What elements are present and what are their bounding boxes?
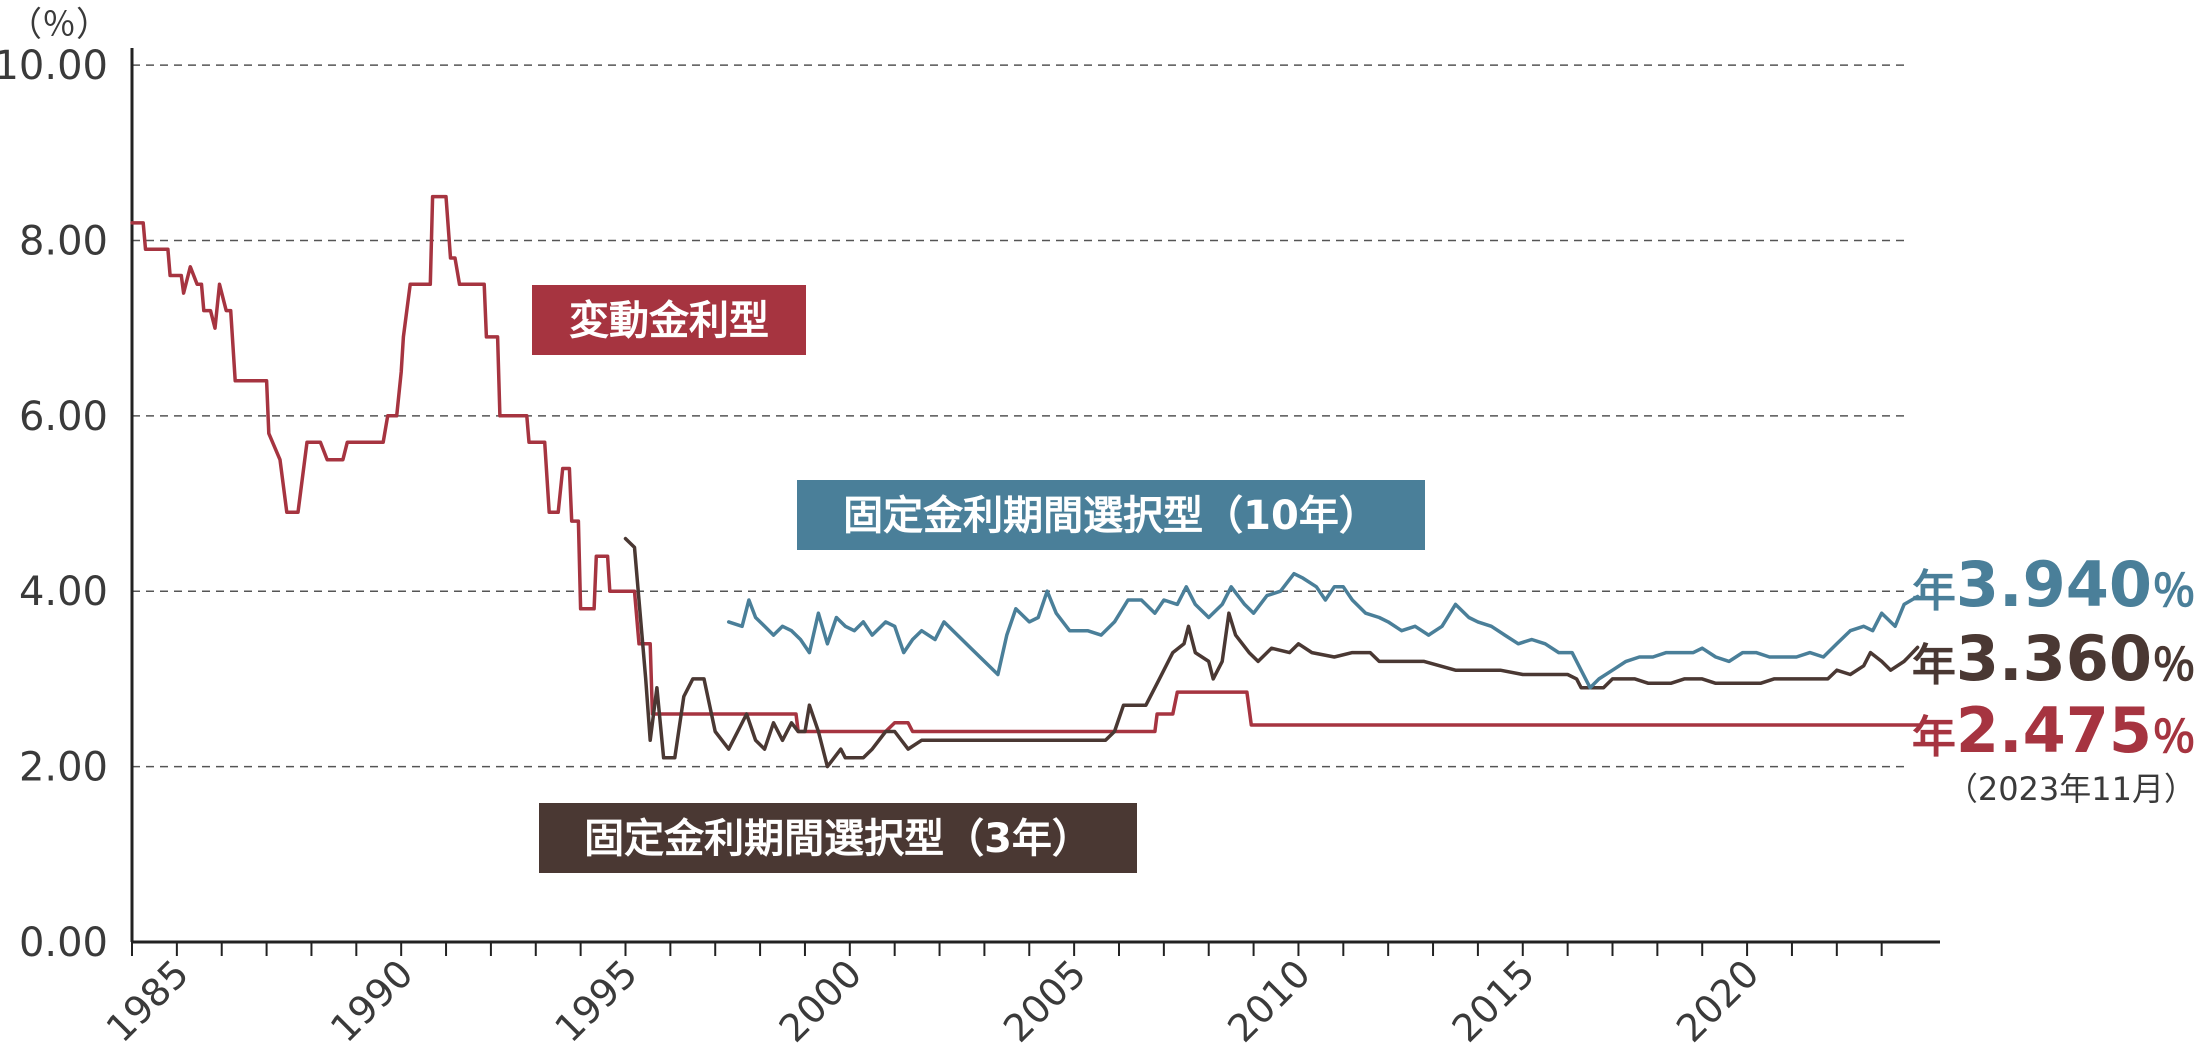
end-value-variable: 年2.475％ bbox=[1912, 694, 2196, 767]
x-tick-label: 2020 bbox=[1668, 951, 1768, 1051]
badge-variable: 変動金利型 bbox=[532, 285, 806, 355]
y-tick-label: 10.00 bbox=[0, 43, 108, 89]
y-tick-label: 0.00 bbox=[19, 920, 108, 966]
end-value-variable-number: 2.475 bbox=[1956, 694, 2152, 767]
end-value-fixed3: 年3.360％ bbox=[1912, 622, 2196, 695]
badge-variable-bg bbox=[532, 285, 806, 355]
badge-variable-label: 変動金利型 bbox=[569, 298, 769, 344]
end-value-fixed10-suffix: ％ bbox=[2152, 566, 2196, 617]
x-tick-label: 1985 bbox=[98, 951, 198, 1051]
series-lines bbox=[130, 194, 1922, 769]
axes bbox=[130, 48, 1940, 944]
end-value-variable-prefix: 年 bbox=[1912, 712, 1956, 763]
x-tick-label: 1990 bbox=[322, 951, 422, 1051]
grid-lines bbox=[132, 64, 1908, 768]
x-axis-ticks: 1985 1990 1995 2000 2005 2010 2015 2020 bbox=[98, 942, 1883, 1051]
end-value-fixed3-number: 3.360 bbox=[1956, 622, 2152, 695]
end-value-fixed10-number: 3.940 bbox=[1956, 548, 2152, 621]
x-tick-label: 1995 bbox=[546, 951, 646, 1051]
x-tick-label: 2005 bbox=[995, 951, 1095, 1051]
y-tick-label: 4.00 bbox=[19, 569, 108, 615]
series-line-fixed10 bbox=[726, 571, 1920, 690]
x-tick-label: 2015 bbox=[1444, 951, 1544, 1051]
badge-fixed10-label: 固定金利期間選択型（10年） bbox=[843, 493, 1379, 539]
end-value-fixed3-suffix: ％ bbox=[2152, 640, 2196, 691]
badge-fixed10-bg bbox=[797, 480, 1425, 550]
badge-fixed3-label: 固定金利期間選択型（3年） bbox=[584, 816, 1092, 862]
y-tick-label: 6.00 bbox=[19, 394, 108, 440]
y-tick-label: 8.00 bbox=[19, 218, 108, 264]
x-tick-label: 2010 bbox=[1219, 951, 1319, 1051]
badge-fixed10: 固定金利期間選択型（10年） bbox=[797, 480, 1425, 550]
end-value-fixed10: 年3.940％ bbox=[1912, 548, 2196, 621]
y-axis-unit-label: （％） bbox=[8, 5, 110, 45]
badge-fixed3-bg bbox=[539, 803, 1137, 873]
y-axis-ticks: 0.00 2.00 4.00 6.00 8.00 10.00 bbox=[0, 43, 108, 966]
y-tick-label: 2.00 bbox=[19, 745, 108, 791]
end-value-fixed10-prefix: 年 bbox=[1912, 566, 1956, 617]
x-tick-label: 2000 bbox=[771, 951, 871, 1051]
date-note: （2023年11月） bbox=[1946, 770, 2196, 808]
end-value-variable-suffix: ％ bbox=[2152, 712, 2196, 763]
series-line-fixed3 bbox=[623, 536, 1920, 769]
series-line-variable bbox=[130, 194, 1922, 734]
end-value-fixed3-prefix: 年 bbox=[1912, 640, 1956, 691]
badge-fixed3: 固定金利期間選択型（3年） bbox=[539, 803, 1137, 873]
